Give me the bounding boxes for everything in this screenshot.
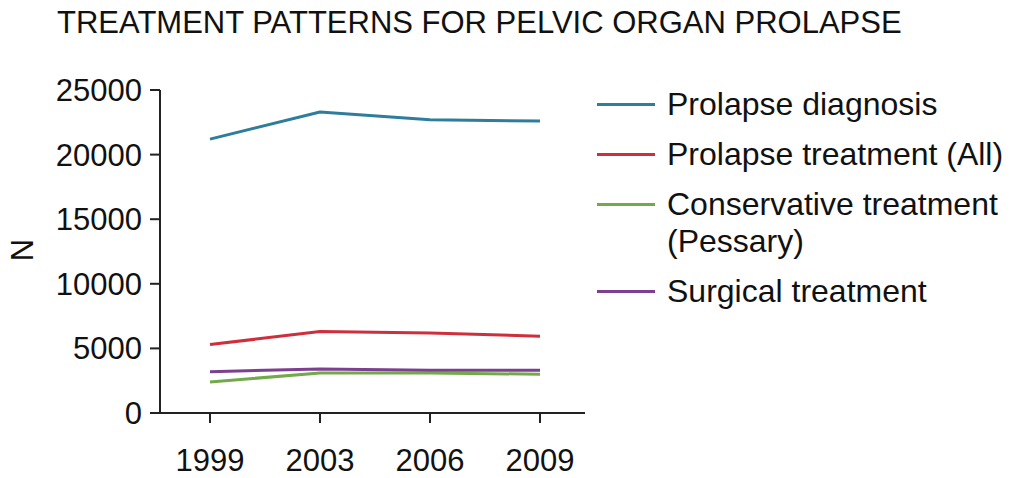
y-tick-label: 20000 bbox=[56, 138, 142, 173]
series-line bbox=[210, 369, 540, 372]
series-line bbox=[210, 373, 540, 382]
legend: Prolapse diagnosis Prolapse treatment (Al… bbox=[597, 86, 1013, 310]
y-label: N bbox=[5, 239, 40, 261]
y-tick bbox=[150, 412, 160, 414]
legend-swatch bbox=[597, 103, 655, 106]
x-tick bbox=[209, 413, 211, 423]
y-tick-label: 5000 bbox=[73, 331, 142, 366]
y-tick-label: 10000 bbox=[56, 267, 142, 302]
title: TREATMENT PATTERNS FOR PELVIC ORGAN PROL… bbox=[57, 5, 902, 40]
y-tick-label: 25000 bbox=[56, 73, 142, 108]
y-tick-label: 0 bbox=[125, 396, 142, 431]
x-tick-label: 2006 bbox=[396, 443, 465, 478]
legend-label: Surgical treatment bbox=[667, 273, 1013, 310]
series-line bbox=[210, 332, 540, 345]
legend-swatch bbox=[597, 153, 655, 156]
legend-label: Prolapse treatment (All) bbox=[667, 136, 1013, 173]
y-tick bbox=[150, 89, 160, 91]
x-tick-label: 2009 bbox=[506, 443, 575, 478]
legend-label: Prolapse diagnosis bbox=[667, 86, 1013, 123]
y-tick bbox=[150, 283, 160, 285]
x-tick bbox=[319, 413, 321, 423]
legend-label: Conservative treatment (Pessary) bbox=[667, 186, 1013, 260]
legend-entry: Conservative treatment (Pessary) bbox=[597, 186, 1013, 260]
series-line bbox=[210, 112, 540, 139]
x-tick-label: 2003 bbox=[286, 443, 355, 478]
y-tick-label: 15000 bbox=[56, 202, 142, 237]
y-axis bbox=[159, 90, 161, 413]
x-axis bbox=[160, 412, 585, 414]
legend-entry: Prolapse diagnosis bbox=[597, 86, 1013, 123]
legend-swatch bbox=[597, 203, 655, 206]
legend-entry: Surgical treatment bbox=[597, 273, 1013, 310]
chart: TREATMENT PATTERNS FOR PELVIC ORGAN PROL… bbox=[0, 0, 1015, 478]
x-tick bbox=[539, 413, 541, 423]
x-tick bbox=[429, 413, 431, 423]
y-tick bbox=[150, 347, 160, 349]
x-tick-label: 1999 bbox=[176, 443, 245, 478]
y-tick bbox=[150, 218, 160, 220]
series-group bbox=[210, 112, 540, 382]
legend-entry: Prolapse treatment (All) bbox=[597, 136, 1013, 173]
y-tick bbox=[150, 154, 160, 156]
legend-swatch bbox=[597, 290, 655, 293]
